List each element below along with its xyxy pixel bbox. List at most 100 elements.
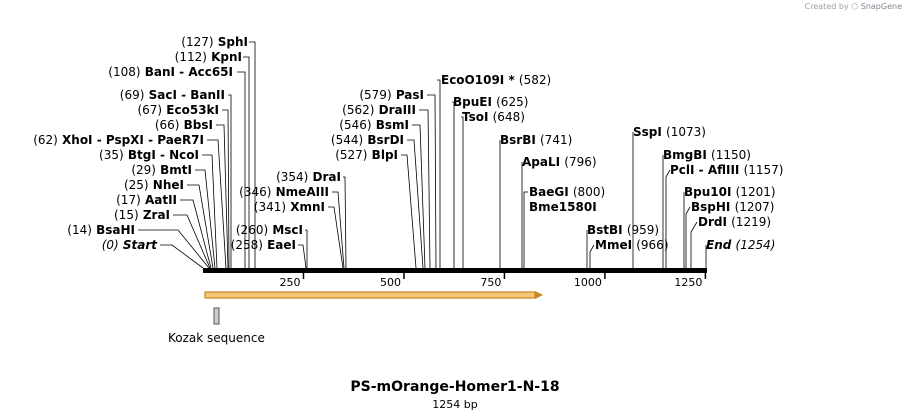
site-line — [138, 229, 210, 269]
site-blpi[interactable]: (527) BlpI — [335, 148, 417, 269]
site-drdi[interactable]: DrdI (1219) — [690, 215, 771, 268]
kozak-feature[interactable] — [213, 307, 220, 325]
site-label: (66) BbsI — [155, 118, 213, 132]
site-label: (341) XmnI — [254, 200, 325, 214]
ruler-ticks: 250 500 750 1000 1250 — [279, 273, 707, 289]
brand-name: SnapGene — [860, 2, 902, 11]
site-bsmi[interactable]: (546) BsmI — [339, 118, 426, 269]
site-label: BpuEI (625) — [453, 95, 528, 109]
site-line — [243, 56, 250, 268]
site-line — [665, 169, 671, 268]
site-apali[interactable]: ApaLI (796) — [521, 155, 597, 268]
site-eaei[interactable]: (258) EaeI — [231, 238, 307, 269]
site-line — [202, 154, 218, 269]
site-bani-acc65i[interactable]: (108) BanI - Acc65I — [108, 65, 246, 268]
site-label: (69) SacI - BanII — [120, 88, 225, 102]
site-tsoi[interactable]: TsoI (648) — [461, 110, 525, 268]
site-start[interactable]: (0) Start — [102, 238, 204, 269]
site-mmei[interactable]: MmeI (966) — [589, 238, 669, 268]
site-nmeaiii[interactable]: (346) NmeAIII — [239, 185, 345, 269]
snapgene-credit: Created by ⬡ SnapGene — [805, 2, 902, 11]
site-line — [690, 221, 698, 268]
site-label: BsrBI (741) — [500, 133, 572, 147]
site-label: PclI - AflIII (1157) — [670, 163, 783, 177]
site-label: (35) BtgI - NcoI — [99, 148, 199, 162]
site-label: (67) Eco53kI — [137, 103, 219, 117]
site-label: EcoO109I * (582) — [441, 73, 551, 87]
site-eco53ki[interactable]: (67) Eco53kI — [137, 103, 230, 269]
site-label: (29) BmtI — [131, 163, 192, 177]
site-label: TsoI (648) — [462, 110, 525, 124]
site-nhei[interactable]: (25) NheI — [124, 178, 214, 269]
site-label: (562) DraIII — [342, 103, 416, 117]
site-xhoi[interactable]: (62) XhoI - PspXI - PaeR7I — [33, 133, 227, 269]
site-label: (0) Start — [102, 238, 159, 252]
site-bbsi[interactable]: (66) BbsI — [155, 118, 229, 269]
site-bsrbi[interactable]: BsrBI (741) — [499, 133, 572, 268]
site-label: (108) BanI - Acc65I — [108, 65, 233, 79]
site-kpni[interactable]: (112) KpnI — [175, 50, 250, 268]
site-line — [328, 206, 344, 269]
site-draiii[interactable]: (562) DraIII — [342, 103, 431, 269]
site-line — [343, 176, 347, 269]
site-label: (62) XhoI - PspXI - PaeR7I — [33, 133, 204, 147]
site-label: BaeGI (800) — [529, 185, 605, 199]
feature-arrow-morange[interactable] — [204, 291, 543, 299]
site-bstbi[interactable]: BstBI (959) — [586, 223, 659, 268]
site-pasi[interactable]: (579) PasI — [359, 88, 437, 269]
site-label: (527) BlpI — [335, 148, 398, 162]
site-line — [437, 79, 441, 268]
plasmid-length: 1254 bp — [432, 398, 478, 411]
site-drai[interactable]: (354) DraI — [276, 170, 347, 269]
site-label: (14) BsaHI — [67, 223, 135, 237]
site-end[interactable]: End (1254) — [705, 238, 775, 268]
plasmid-name: PS-mOrange-Homer1-N-18 — [350, 379, 560, 395]
site-label: BmgBI (1150) — [663, 148, 751, 162]
ruler-tick-label: 1250 — [674, 276, 702, 289]
site-saci-banii[interactable]: (69) SacI - BanII — [120, 88, 232, 268]
site-line — [187, 184, 214, 269]
ruler-tick-label: 1000 — [574, 276, 602, 289]
site-xmni[interactable]: (341) XmnI — [254, 200, 344, 269]
site-line — [249, 41, 256, 268]
site-label: MmeI (966) — [595, 238, 669, 252]
kozak-feature-label: Kozak sequence — [168, 331, 265, 345]
credit-text: Created by — [804, 2, 849, 11]
site-label: (546) BsmI — [339, 118, 409, 132]
site-bme1580i[interactable]: Bme1580I — [529, 200, 597, 214]
site-bsphi[interactable]: BspHI (1207) — [685, 200, 774, 268]
site-label: (579) PasI — [359, 88, 424, 102]
snapgene-logo-icon: ⬡ — [851, 2, 859, 11]
site-line — [195, 169, 216, 269]
site-line — [401, 154, 417, 269]
site-label: ApaLI (796) — [522, 155, 597, 169]
site-msci[interactable]: (260) MscI — [236, 223, 308, 268]
ruler-tick-label: 750 — [480, 276, 501, 289]
site-zrai[interactable]: (15) ZraI — [114, 208, 211, 269]
site-line — [228, 94, 232, 268]
site-line — [173, 214, 211, 269]
feature-bar[interactable] — [204, 291, 536, 299]
ruler-tick-label: 250 — [279, 276, 300, 289]
site-label: BstBI (959) — [587, 223, 659, 237]
site-bpu10i[interactable]: Bpu10I (1201) — [683, 185, 776, 268]
site-baegi[interactable]: BaeGI (800) — [523, 185, 605, 268]
site-aatii[interactable]: (17) AatII — [116, 193, 212, 269]
site-bsahi[interactable]: (14) BsaHI — [67, 223, 210, 269]
site-bmti[interactable]: (29) BmtI — [131, 163, 216, 269]
site-sphi[interactable]: (127) SphI — [181, 35, 256, 268]
site-label: Bpu10I (1201) — [684, 185, 776, 199]
site-bpuei[interactable]: BpuEI (625) — [452, 95, 528, 268]
site-line — [180, 199, 212, 269]
site-sspi[interactable]: SspI (1073) — [632, 125, 706, 268]
site-pcli[interactable]: PclI - AflIII (1157) — [665, 163, 783, 268]
restriction-sites: (127) SphI (112) KpnI (108) BanI - Acc65… — [33, 35, 783, 269]
site-bsrdi[interactable]: (544) BsrDI — [331, 133, 424, 269]
site-btgi-ncoi[interactable]: (35) BtgI - NcoI — [99, 148, 218, 269]
site-line — [407, 139, 424, 269]
site-eco0109i[interactable]: EcoO109I * (582) — [437, 73, 551, 268]
ruler-tick-label: 500 — [380, 276, 401, 289]
site-label: End (1254) — [706, 238, 775, 252]
site-bmgbi[interactable]: BmgBI (1150) — [662, 148, 751, 268]
